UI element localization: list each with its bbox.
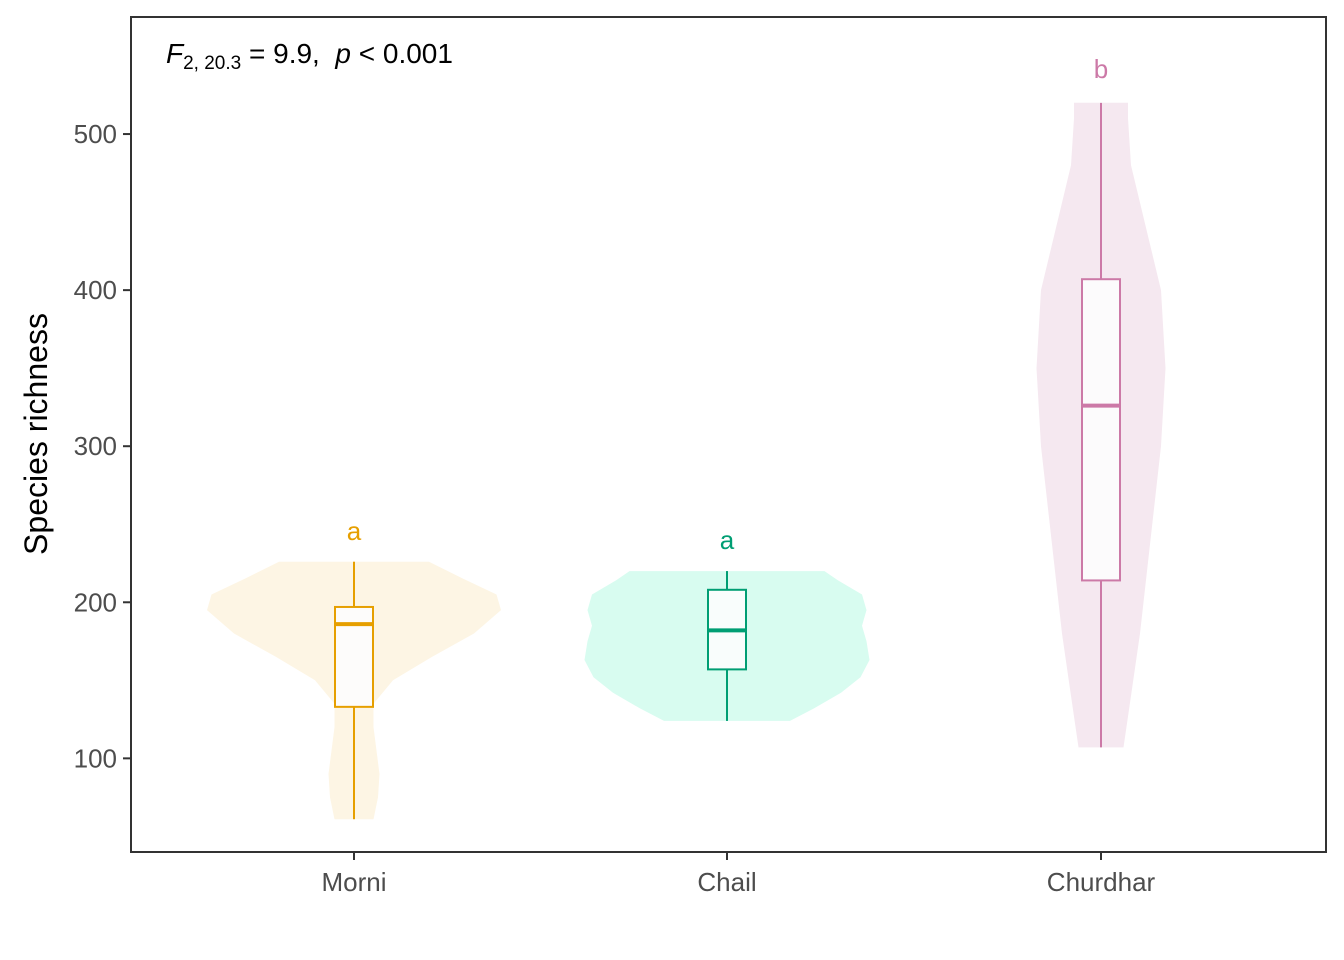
y-tick-label-500: 500 — [74, 119, 117, 149]
x-axis: Morni Chail Churdhar — [321, 852, 1156, 897]
x-tick-label-churdhar: Churdhar — [1047, 867, 1156, 897]
group-letter-churdhar: b — [1094, 54, 1108, 84]
y-tick-label-300: 300 — [74, 431, 117, 461]
box-churdhar — [1081, 278, 1121, 582]
x-tick-label-morni: Morni — [321, 867, 386, 897]
panel-border — [130, 16, 1327, 853]
boxes-layer — [334, 102, 1121, 820]
letters-layer: a a b — [347, 54, 1108, 555]
violins-layer — [207, 102, 1166, 820]
y-tick-label-200: 200 — [74, 587, 117, 617]
group-letter-chail: a — [720, 525, 735, 555]
y-tick-label-400: 400 — [74, 275, 117, 305]
box-morni — [334, 605, 374, 708]
y-axis-title: Species richness — [18, 313, 54, 555]
y-axis: 100 200 300 400 500 — [74, 119, 131, 773]
stat-annotation: F2, 20.3 = 9.9, p < 0.001 — [166, 38, 453, 74]
y-tick-label-100: 100 — [74, 743, 117, 773]
group-letter-morni: a — [347, 516, 362, 546]
x-tick-label-chail: Chail — [697, 867, 756, 897]
